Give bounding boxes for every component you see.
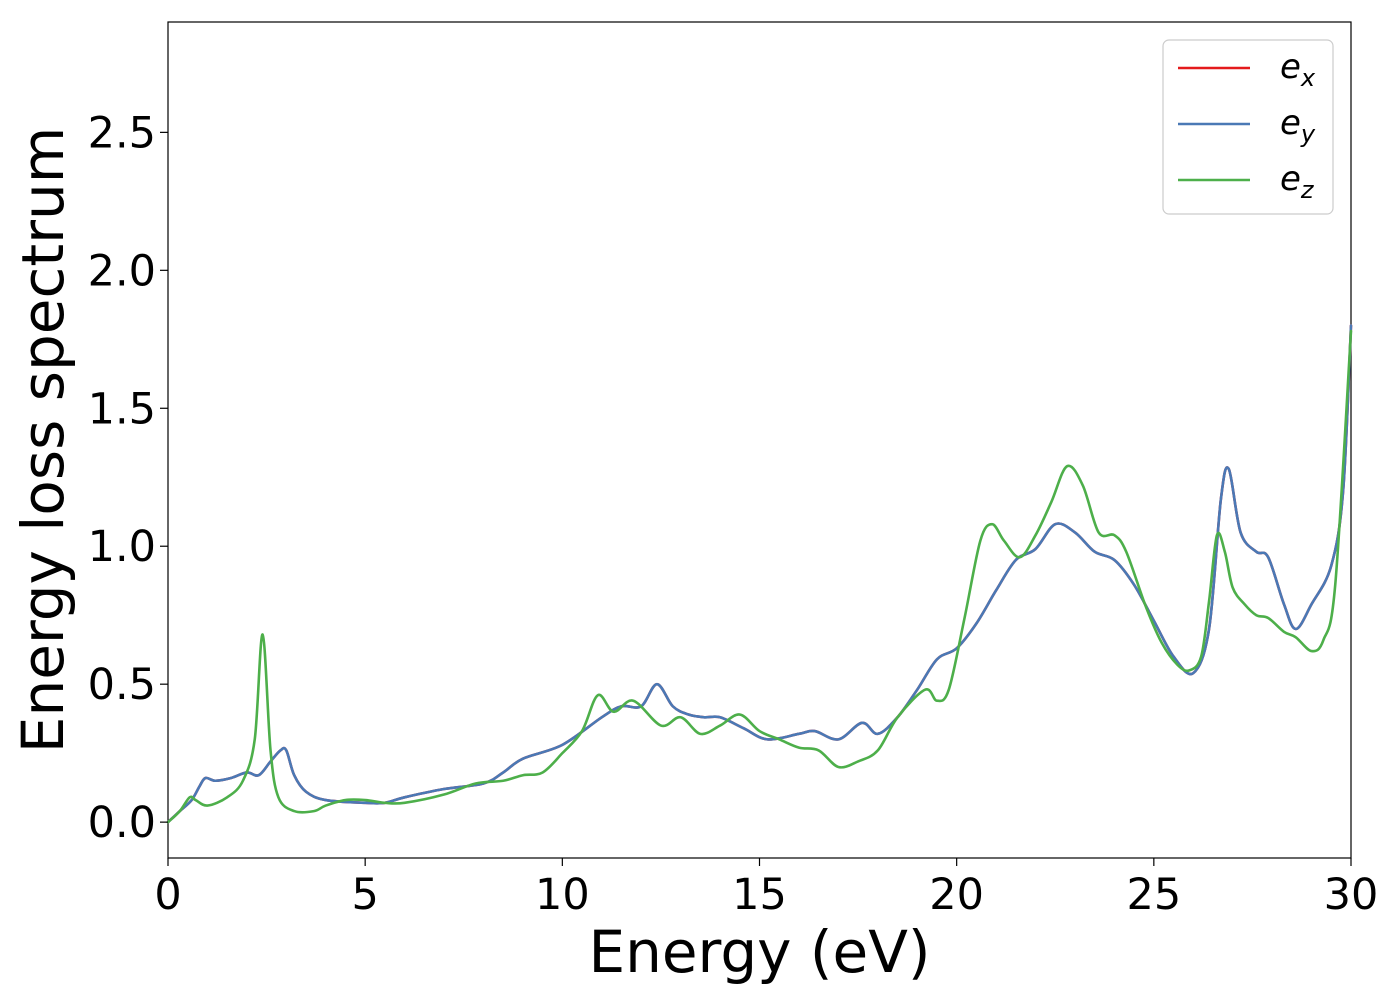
legend-label-y: ey: [1280, 103, 1316, 148]
y-tick-label: 0.5: [88, 660, 156, 710]
legend-label-z: ez: [1280, 159, 1315, 204]
y-tick-label: 1.0: [88, 522, 156, 572]
x-tick-label: 0: [154, 870, 181, 920]
x-tick-label: 5: [351, 870, 378, 920]
x-tick-label: 10: [535, 870, 590, 920]
x-axis-ticks: 0 5 10 15 20 25 30: [154, 858, 1378, 920]
legend-items: ex ey ez: [1178, 47, 1316, 204]
series-line-y: [166, 324, 1353, 824]
x-tick-label: 15: [732, 870, 787, 920]
y-tick-label: 1.5: [88, 384, 156, 434]
series-line-z: [166, 329, 1353, 824]
x-tick-label: 25: [1126, 870, 1181, 920]
series-layer: [166, 324, 1353, 824]
x-tick-label: 30: [1324, 870, 1379, 920]
legend-label-x: ex: [1280, 47, 1316, 92]
x-axis-label: Energy (eV): [588, 918, 930, 986]
y-tick-label: 0.0: [88, 798, 156, 848]
y-axis-label: Energy loss spectrum: [9, 127, 77, 753]
y-axis-ticks: 0.0 0.5 1.0 1.5 2.0 2.5: [88, 108, 168, 848]
legend: ex ey ez: [1162, 39, 1334, 215]
y-tick-label: 2.5: [88, 108, 156, 158]
x-tick-label: 20: [929, 870, 984, 920]
series-line-x: [166, 324, 1353, 824]
y-tick-label: 2.0: [88, 246, 156, 296]
legend-box: [1162, 39, 1334, 215]
